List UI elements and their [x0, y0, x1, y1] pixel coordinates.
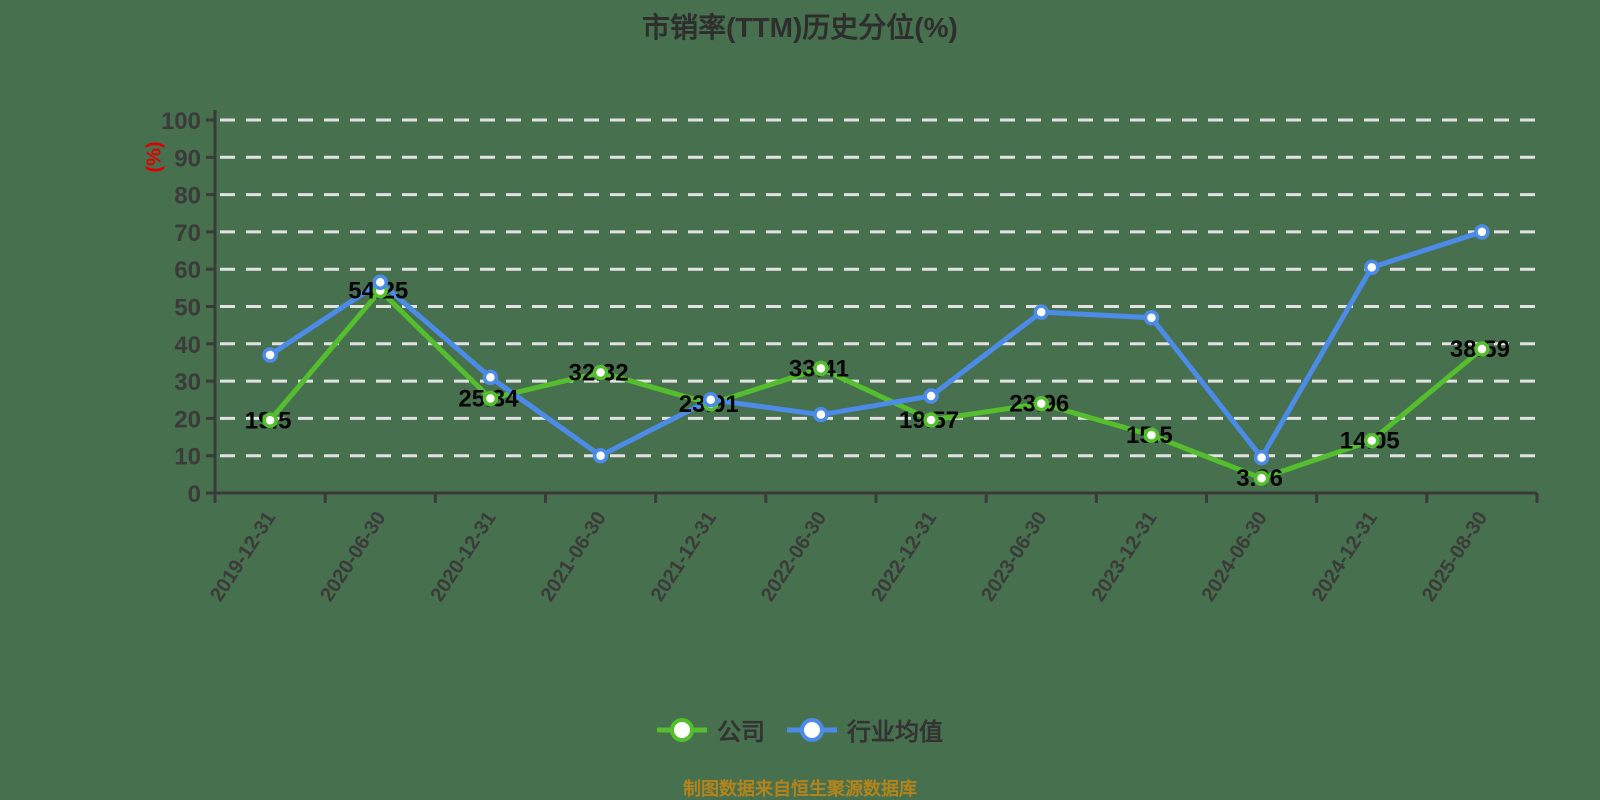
y-axis-tick-label: 90 [174, 145, 201, 172]
data-point-industry-average[interactable] [592, 447, 609, 464]
data-point-company[interactable] [1364, 432, 1380, 449]
chart-legend: 公司 行业均值 [0, 712, 1600, 747]
data-point-company[interactable] [1143, 427, 1160, 443]
y-axis-tick-label: 60 [174, 257, 201, 284]
x-axis-tick-label: 2021-12-31 [647, 508, 721, 606]
x-axis-tick-label: 2025-08-30 [1418, 508, 1492, 606]
x-axis-tick-label: 2022-12-31 [867, 508, 941, 606]
chart-title: 市销率(TTM)历史分位(%) [642, 12, 958, 43]
y-axis-tick-label: 0 [188, 481, 201, 508]
data-point-industry-average[interactable] [372, 274, 388, 291]
data-point-industry-average[interactable] [1253, 449, 1270, 466]
legend-marker-icon [787, 717, 837, 742]
y-axis-tick-label: 30 [174, 369, 201, 396]
data-point-industry-average[interactable] [703, 392, 719, 408]
x-axis-tick-label: 2020-12-31 [426, 508, 500, 606]
data-source-note: 制图数据来自恒生聚源数据库 [683, 779, 917, 799]
y-axis-tick-label: 70 [174, 220, 201, 247]
data-point-industry-average[interactable] [262, 347, 278, 363]
data-point-company[interactable] [1033, 395, 1049, 412]
data-point-industry-average[interactable] [813, 406, 829, 423]
x-axis-tick-label: 2019-12-31 [206, 508, 280, 606]
legend-label: 公司 [717, 719, 765, 746]
data-point-company[interactable] [1253, 470, 1270, 486]
x-axis-tick-label: 2021-06-30 [537, 508, 611, 606]
y-axis-tick-label: 40 [174, 332, 201, 359]
x-axis-tick-label: 2023-06-30 [977, 508, 1051, 606]
y-axis-tick-label: 10 [174, 444, 201, 471]
series-line-industry-average [267, 229, 1485, 461]
data-point-industry-average[interactable] [1474, 224, 1490, 240]
data-point-industry-average[interactable] [1143, 309, 1160, 326]
y-axis-tick-label: 20 [174, 406, 201, 433]
legend-item-company[interactable]: 公司 [657, 712, 765, 747]
legend-label: 行业均值 [847, 719, 943, 746]
y-axis-tick-label: 100 [161, 108, 201, 135]
x-axis-tick-label: 2024-12-31 [1308, 508, 1382, 606]
data-point-company[interactable] [262, 412, 278, 429]
legend-item-industry-average[interactable]: 行业均值 [787, 712, 943, 747]
data-point-industry-average[interactable] [1364, 259, 1380, 276]
x-axis-tick-label: 2023-12-31 [1087, 508, 1161, 606]
data-point-company[interactable] [592, 364, 609, 381]
series-line-company [267, 288, 1485, 481]
data-point-company[interactable] [1474, 341, 1490, 357]
data-point-company[interactable] [482, 390, 499, 407]
x-axis-tick-label: 2022-06-30 [757, 508, 831, 606]
data-point-industry-average[interactable] [1033, 304, 1049, 320]
legend-marker-icon [657, 717, 707, 742]
data-point-company[interactable] [923, 412, 939, 428]
y-axis-tick-label: 50 [174, 295, 201, 322]
x-axis-tick-label: 2020-06-30 [316, 508, 390, 606]
data-point-company[interactable] [813, 360, 829, 377]
data-point-industry-average[interactable] [923, 388, 939, 404]
y-axis-tick-label: 80 [174, 183, 201, 210]
x-axis-tick-label: 2024-06-30 [1198, 508, 1272, 606]
data-point-industry-average[interactable] [482, 369, 499, 386]
